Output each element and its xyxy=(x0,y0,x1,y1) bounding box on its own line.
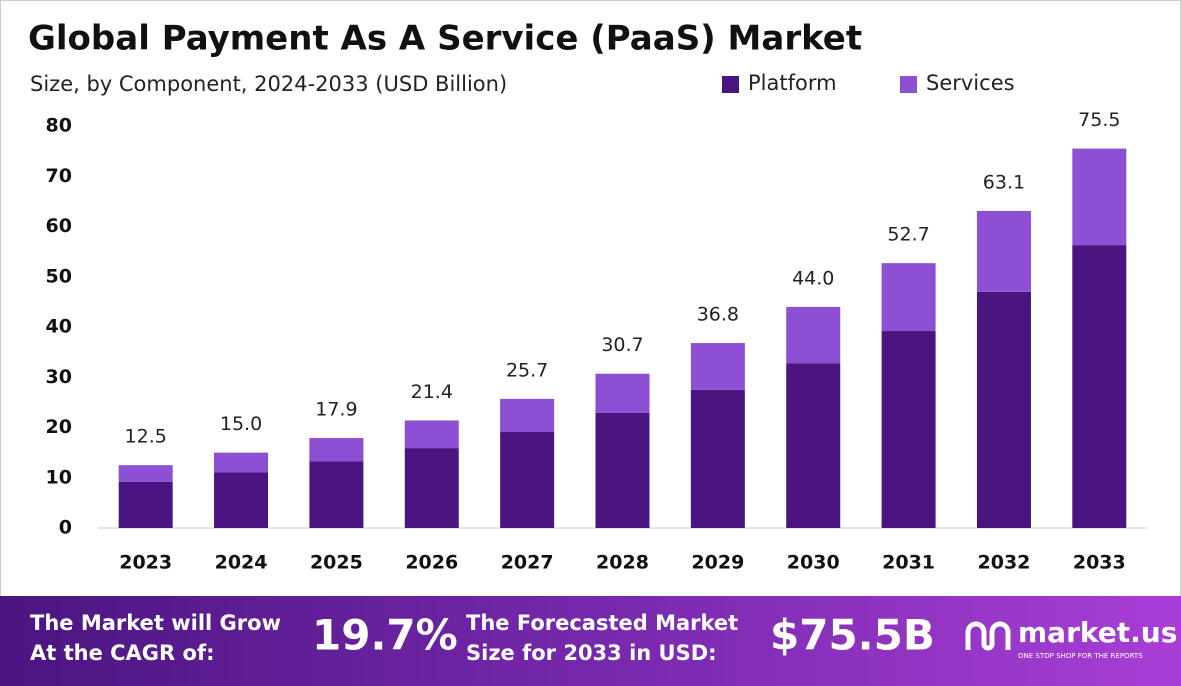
y-tick-label: 20 xyxy=(46,416,72,438)
bar-segment xyxy=(690,343,745,390)
bar-segment xyxy=(786,306,841,364)
x-tick-label: 2029 xyxy=(691,552,744,574)
x-tick-label: 2032 xyxy=(978,552,1031,574)
bar-segment xyxy=(404,448,459,528)
bar-segment xyxy=(1072,245,1127,528)
total-label: 52.7 xyxy=(887,224,929,246)
forecast-value: $75.5B xyxy=(770,611,935,660)
x-tick-label: 2031 xyxy=(882,552,935,574)
y-tick-label: 60 xyxy=(46,215,72,237)
bar-segment xyxy=(118,481,173,528)
footer-text: Size for 2033 in USD: xyxy=(466,641,717,665)
bar-segment xyxy=(595,373,650,413)
bar-segment xyxy=(976,291,1031,528)
bar-segment xyxy=(500,398,555,433)
total-label: 25.7 xyxy=(506,359,548,381)
bar-segment xyxy=(595,412,650,528)
total-label: 75.5 xyxy=(1078,109,1120,131)
footer-text: At the CAGR of: xyxy=(30,641,215,665)
y-tick-label: 80 xyxy=(46,115,72,137)
total-label: 44.0 xyxy=(792,267,834,289)
bar-segment xyxy=(786,363,841,528)
total-label: 21.4 xyxy=(411,381,453,403)
y-tick-label: 70 xyxy=(46,165,72,187)
bar-segment xyxy=(881,263,936,332)
x-tick-label: 2024 xyxy=(215,552,268,574)
y-tick-label: 50 xyxy=(46,265,72,287)
x-tick-label: 2027 xyxy=(501,552,554,574)
bar-segment xyxy=(881,331,936,528)
y-tick-label: 40 xyxy=(46,316,72,338)
bar-segment xyxy=(309,438,364,462)
x-tick-label: 2025 xyxy=(310,552,363,574)
total-label: 12.5 xyxy=(125,426,167,448)
brand-tagline: ONE STOP SHOP FOR THE REPORTS xyxy=(1018,652,1143,660)
x-tick-label: 2026 xyxy=(405,552,458,574)
footer-text: The Forecasted Market xyxy=(466,611,738,635)
x-tick-label: 2030 xyxy=(787,552,840,574)
bar-segment xyxy=(118,465,173,482)
footer-text: The Market will Grow xyxy=(30,611,281,635)
y-tick-label: 0 xyxy=(59,517,72,539)
total-label: 15.0 xyxy=(220,413,262,435)
total-label: 17.9 xyxy=(315,399,357,421)
legend-swatch xyxy=(722,76,739,93)
total-label: 30.7 xyxy=(601,334,643,356)
brand-name: market.us xyxy=(1018,616,1177,649)
x-tick-label: 2028 xyxy=(596,552,649,574)
bar-segment xyxy=(500,432,555,528)
x-tick-label: 2023 xyxy=(119,552,172,574)
bar-segment xyxy=(1072,148,1127,246)
chart-title: Global Payment As A Service (PaaS) Marke… xyxy=(28,19,862,59)
legend-label: Platform xyxy=(748,71,837,95)
total-label: 36.8 xyxy=(697,304,739,326)
bar-segment xyxy=(976,210,1031,292)
bar-segment xyxy=(214,472,269,528)
cagr-value: 19.7% xyxy=(312,611,458,660)
chart-subtitle: Size, by Component, 2024-2033 (USD Billi… xyxy=(30,72,507,96)
x-tick-label: 2033 xyxy=(1073,552,1126,574)
bar-segment xyxy=(690,389,745,528)
bar-segment xyxy=(404,420,459,449)
y-tick-label: 30 xyxy=(46,366,72,388)
legend-label: Services xyxy=(926,71,1015,95)
total-label: 63.1 xyxy=(983,171,1025,193)
bar-segment xyxy=(309,461,364,528)
bar-segment xyxy=(214,452,269,473)
brand-logo xyxy=(965,621,1011,651)
y-tick-label: 10 xyxy=(46,466,72,488)
legend-swatch xyxy=(900,76,917,93)
